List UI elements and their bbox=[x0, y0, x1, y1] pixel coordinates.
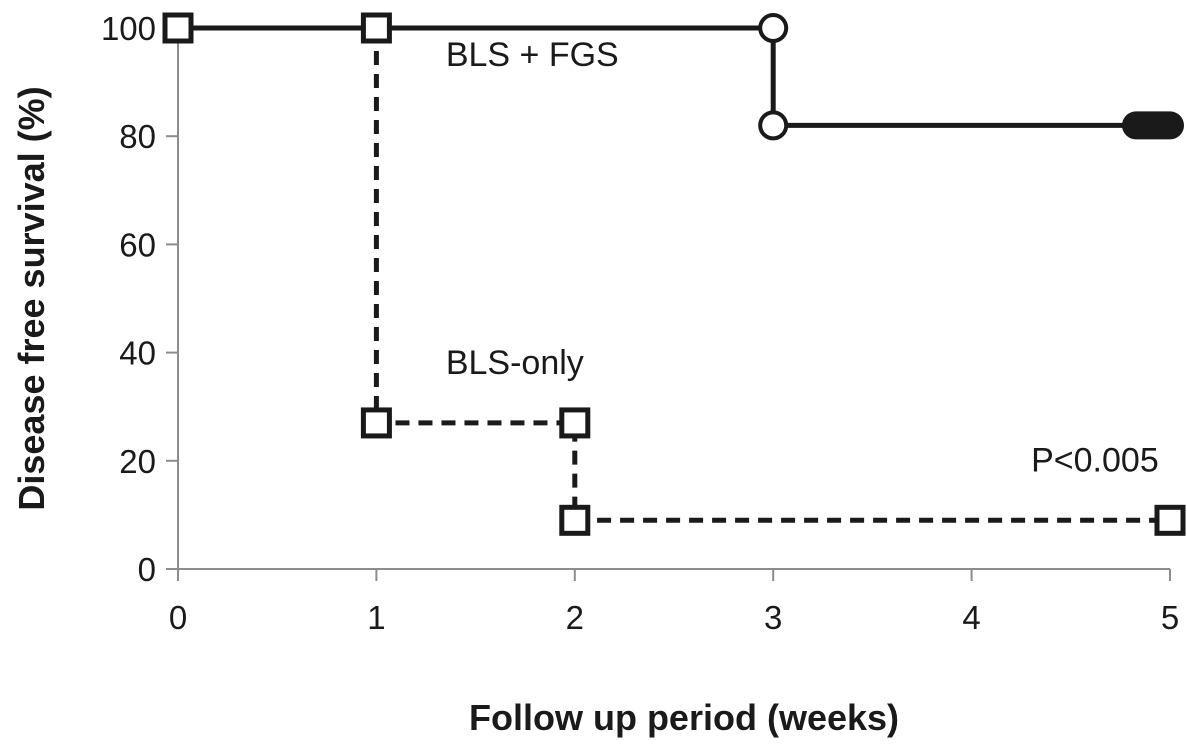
series-1-square-marker bbox=[360, 12, 392, 44]
series-2-square-marker bbox=[360, 407, 392, 439]
series-line-2 bbox=[373, 28, 1170, 523]
y-tick-label: 80 bbox=[119, 118, 156, 155]
x-tick-label: 2 bbox=[566, 599, 584, 636]
series-2-square-marker bbox=[1154, 504, 1186, 536]
y-tick-label: 100 bbox=[101, 10, 156, 47]
y-axis-title: Disease free survival (%) bbox=[11, 86, 52, 510]
y-tick-label: 60 bbox=[119, 226, 156, 263]
chart-annotation: BLS + FGS bbox=[446, 36, 619, 74]
markers bbox=[162, 12, 1186, 536]
series-1-circle-marker bbox=[758, 13, 789, 43]
y-tick-label: 0 bbox=[138, 551, 156, 588]
x-tick-label: 1 bbox=[367, 599, 385, 636]
chart-annotation: P<0.005 bbox=[1031, 442, 1159, 480]
ticks: 0 20 40 60 80 100 0 1 2 3 4 5 bbox=[101, 10, 1179, 636]
series-1-circle-marker bbox=[758, 110, 789, 141]
axes bbox=[177, 28, 1170, 570]
chart-annotation: BLS-only bbox=[446, 344, 584, 382]
x-tick-label: 4 bbox=[962, 599, 980, 636]
y-tick-label: 20 bbox=[119, 443, 156, 480]
series-2-square-marker bbox=[559, 504, 591, 536]
x-tick-label: 3 bbox=[764, 599, 782, 636]
x-axis-title: Follow up period (weeks) bbox=[469, 697, 899, 738]
x-tick-label: 0 bbox=[169, 599, 187, 636]
series-1-square-marker bbox=[162, 12, 194, 44]
annotations: BLS + FGS BLS-only P<0.005 bbox=[446, 36, 1159, 480]
series-line-1 bbox=[178, 25, 1170, 128]
y-tick-label: 40 bbox=[119, 335, 156, 372]
series-2-square-marker bbox=[559, 407, 591, 439]
series-1-censor-marker bbox=[1122, 111, 1184, 140]
x-tick-label: 5 bbox=[1161, 599, 1179, 636]
series bbox=[178, 25, 1170, 523]
